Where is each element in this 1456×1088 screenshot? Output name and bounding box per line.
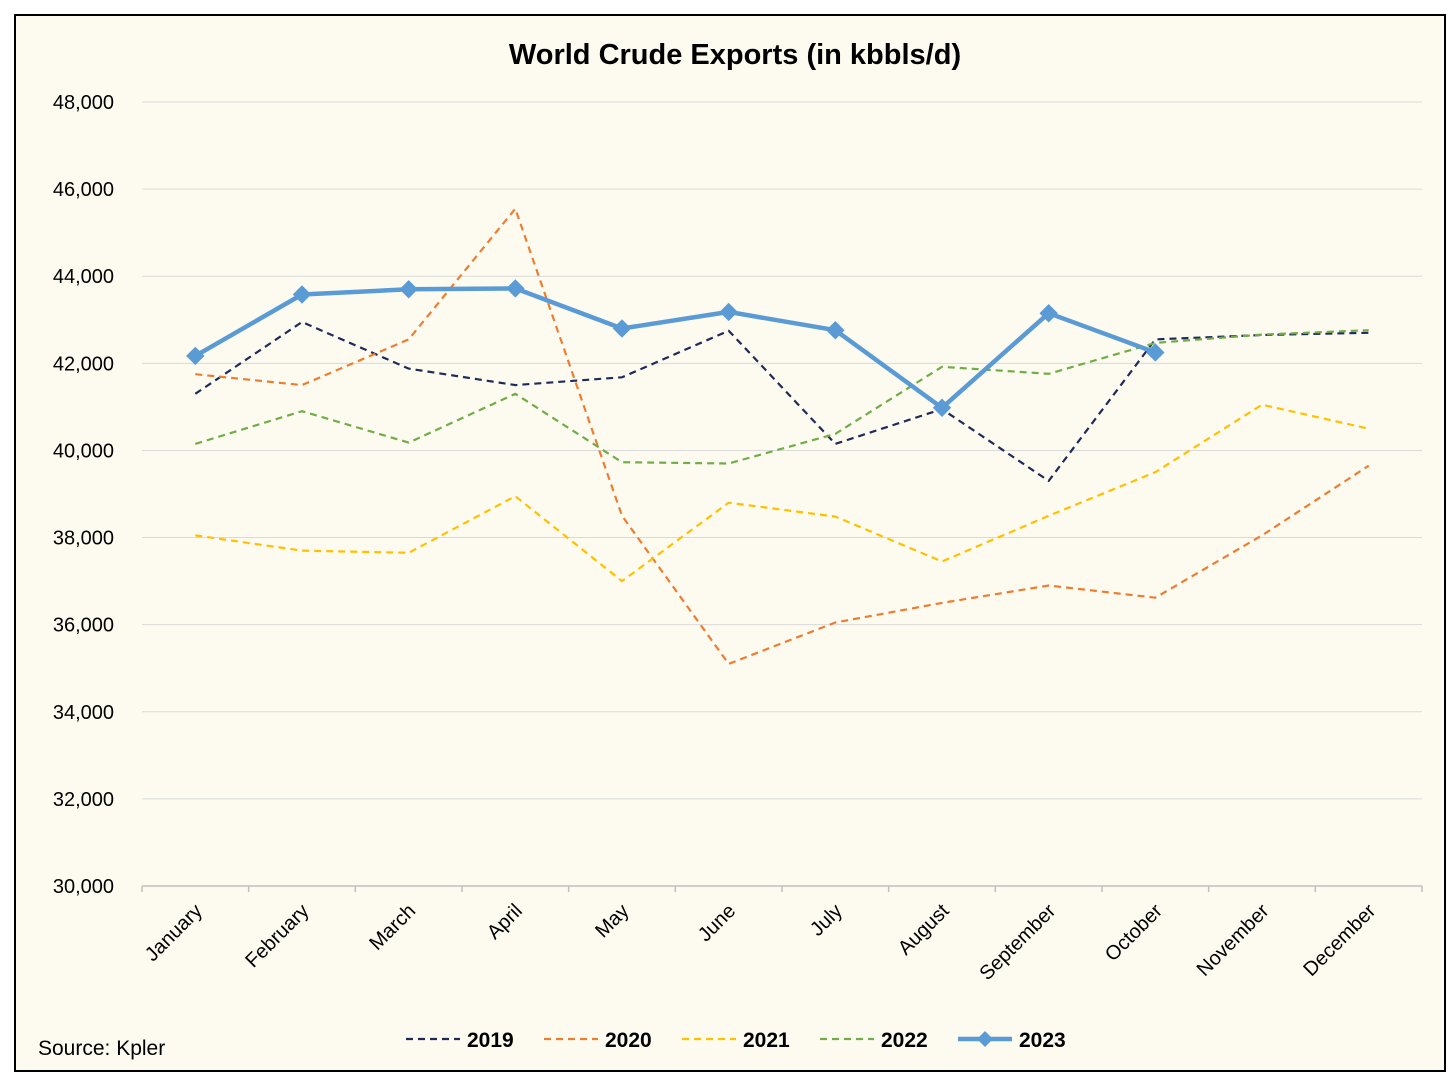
x-tick-label: March (365, 900, 420, 955)
x-tick-label: November (1193, 900, 1274, 981)
x-tick-label: April (483, 900, 527, 944)
legend-label-2019: 2019 (467, 1029, 514, 1052)
legend: 2019 2020 2021 2022 2023 (406, 1029, 1066, 1052)
series-line-2022 (194, 329, 1369, 465)
x-tick-label: February (241, 900, 313, 972)
data-point-2023 (719, 302, 738, 322)
series-line-2019 (194, 320, 1369, 482)
x-tick-label: December (1299, 900, 1380, 981)
x-tick-label: October (1101, 900, 1167, 966)
data-point-2023 (1146, 343, 1165, 362)
series-line-2023 (194, 286, 1157, 411)
x-tick-label: June (694, 900, 740, 946)
x-tick-label: May (591, 900, 633, 942)
data-point-2023 (826, 321, 845, 340)
y-tick-label: 42,000 (53, 353, 114, 375)
legend-marker-2023 (977, 1031, 993, 1047)
line-chart: World Crude Exports (in kbbls/d) 30,0003… (38, 39, 1423, 1060)
data-point-2023 (186, 346, 205, 366)
legend-label-2021: 2021 (743, 1029, 790, 1052)
gridlines (142, 101, 1422, 800)
legend-label-2022: 2022 (881, 1029, 928, 1052)
series-line-2020 (195, 207, 1370, 665)
data-point-2023 (399, 280, 418, 299)
series-line-2021 (195, 403, 1369, 583)
x-tick-label: January (141, 900, 207, 966)
y-tick-label: 44,000 (53, 266, 114, 288)
chart-frame: World Crude Exports (in kbbls/d) 30,000 3… (14, 14, 1446, 1072)
series-lines (186, 207, 1370, 665)
chart-title: World Crude Exports (in kbbls/d) (509, 39, 961, 71)
x-tick-label: August (894, 900, 954, 960)
legend-label-2023: 2023 (1019, 1029, 1066, 1052)
y-tick-label: 34,000 (53, 702, 114, 724)
x-tick-label: September (975, 900, 1060, 985)
data-point-2023 (292, 285, 312, 304)
y-tick-label: 46,000 (53, 179, 114, 201)
y-tick-label: 36,000 (53, 615, 114, 637)
legend-label-2020: 2020 (605, 1029, 652, 1052)
y-tick-label: 48,000 (53, 92, 114, 114)
x-tick-label: July (806, 900, 847, 941)
axes: 30,000 32,000 34,000 36,000 38,000 40,000 42,0… (53, 92, 1423, 985)
y-tick-label: 32,000 (53, 789, 114, 811)
y-tick-label: 30,000 (53, 876, 114, 898)
data-point-2023 (506, 279, 525, 298)
y-tick-label: 38,000 (53, 528, 114, 550)
data-point-2023 (612, 319, 632, 338)
data-point-2023 (932, 398, 952, 417)
data-point-2023 (1039, 304, 1058, 323)
source-note: Source: Kpler (38, 1037, 165, 1060)
y-tick-label: 40,000 (53, 440, 114, 462)
